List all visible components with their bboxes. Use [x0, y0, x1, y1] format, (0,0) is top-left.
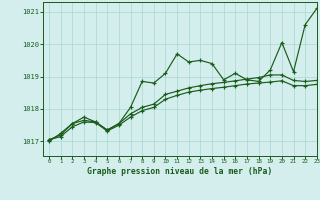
- X-axis label: Graphe pression niveau de la mer (hPa): Graphe pression niveau de la mer (hPa): [87, 167, 273, 176]
